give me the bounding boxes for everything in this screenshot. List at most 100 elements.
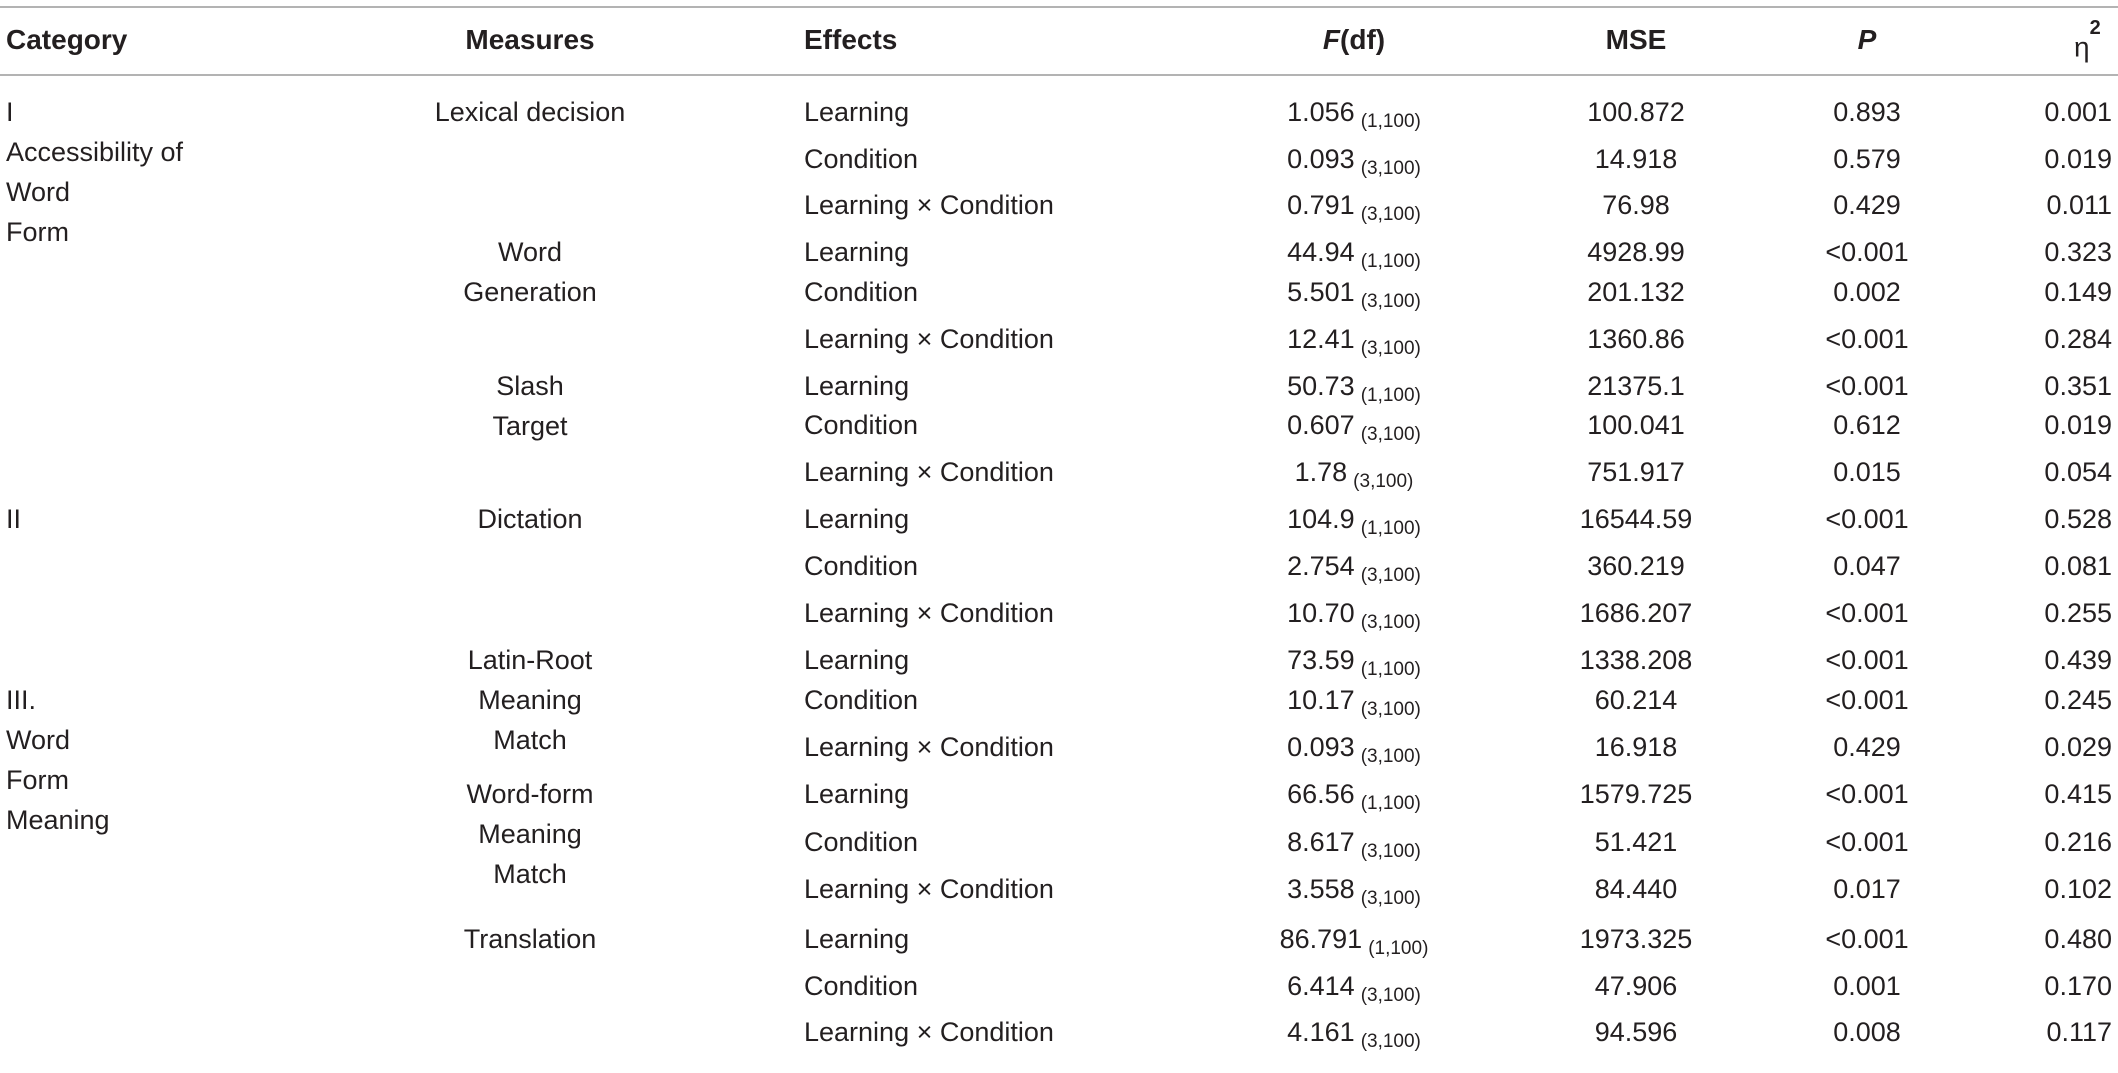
p-value-cell: <0.001 bbox=[1825, 371, 1909, 401]
effect-cell: Learning bbox=[804, 237, 910, 267]
f-value: 10.17 bbox=[1287, 685, 1355, 715]
f-value: 0.093 bbox=[1287, 732, 1355, 762]
measure-label: Generation bbox=[463, 277, 597, 307]
eta-squared-cell: 0.001 bbox=[2044, 97, 2112, 127]
eta-squared-cell: 0.170 bbox=[2044, 971, 2112, 1001]
mse-cell: 21375.1 bbox=[1587, 371, 1685, 401]
mse-cell: 1360.86 bbox=[1587, 324, 1685, 354]
header-f-df: F(df) bbox=[1323, 22, 1385, 58]
f-value: 1.056 bbox=[1287, 97, 1355, 127]
f-value: 12.41 bbox=[1287, 324, 1355, 354]
category-label: Accessibility of bbox=[6, 137, 184, 167]
f-value: 86.791 bbox=[1279, 924, 1363, 954]
measure-label: Word-form bbox=[466, 779, 594, 809]
f-value-cell: 10.17 (3,100) bbox=[1287, 683, 1421, 721]
df-value: (3,100) bbox=[1360, 888, 1421, 909]
eta-squared-cell: 0.054 bbox=[2044, 457, 2112, 487]
df-value: (3,100) bbox=[1353, 471, 1414, 492]
header-f-italic: F bbox=[1322, 24, 1341, 55]
eta-squared-cell: 0.480 bbox=[2044, 924, 2112, 954]
measure-label: Translation bbox=[463, 924, 597, 954]
effect-cell: Learning × Condition bbox=[804, 324, 1054, 354]
measure-label: Match bbox=[493, 859, 567, 889]
p-value-cell: <0.001 bbox=[1825, 924, 1909, 954]
effect-cell: Condition bbox=[804, 827, 919, 857]
eta-squared-cell: 0.415 bbox=[2044, 779, 2112, 809]
eta-squared-cell: 0.019 bbox=[2044, 410, 2112, 440]
eta-squared-cell: 0.323 bbox=[2044, 237, 2112, 267]
eta-squared-cell: 0.102 bbox=[2044, 874, 2112, 904]
f-value-cell: 104.9 (1,100) bbox=[1287, 502, 1421, 540]
mse-cell: 60.214 bbox=[1594, 685, 1678, 715]
eta-squared-cell: 0.245 bbox=[2044, 685, 2112, 715]
df-value: (3,100) bbox=[1360, 291, 1421, 312]
f-value-cell: 1.78 (3,100) bbox=[1295, 455, 1414, 493]
category-label: II bbox=[6, 504, 22, 534]
measure-label: Target bbox=[492, 411, 568, 441]
mse-cell: 4928.99 bbox=[1587, 237, 1685, 267]
f-value: 50.73 bbox=[1287, 371, 1355, 401]
df-value: (3,100) bbox=[1360, 612, 1421, 633]
p-value-cell: 0.008 bbox=[1833, 1017, 1901, 1047]
df-value: (3,100) bbox=[1360, 746, 1421, 767]
f-value-cell: 10.70 (3,100) bbox=[1287, 596, 1421, 634]
p-value-cell: 0.047 bbox=[1833, 551, 1901, 581]
mse-cell: 1686.207 bbox=[1579, 598, 1693, 628]
measure-label: Slash bbox=[496, 371, 564, 401]
f-value-cell: 66.56 (1,100) bbox=[1287, 777, 1421, 815]
p-value-cell: 0.015 bbox=[1833, 457, 1901, 487]
f-value-cell: 0.607 (3,100) bbox=[1287, 408, 1421, 446]
mse-cell: 16544.59 bbox=[1579, 504, 1693, 534]
eta-squared-cell: 0.439 bbox=[2044, 645, 2112, 675]
df-value: (3,100) bbox=[1360, 338, 1421, 359]
mse-cell: 1973.325 bbox=[1579, 924, 1693, 954]
f-value: 1.78 bbox=[1294, 457, 1348, 487]
effect-cell: Learning × Condition bbox=[804, 732, 1054, 762]
df-value: (3,100) bbox=[1360, 699, 1421, 720]
effect-cell: Condition bbox=[804, 277, 919, 307]
measure-label: Lexical decision bbox=[434, 97, 626, 127]
p-value-cell: 0.429 bbox=[1833, 732, 1901, 762]
f-value-cell: 0.093 (3,100) bbox=[1287, 730, 1421, 768]
effect-cell: Condition bbox=[804, 685, 919, 715]
f-value: 73.59 bbox=[1287, 645, 1355, 675]
f-value: 4.161 bbox=[1287, 1017, 1355, 1047]
df-value: (1,100) bbox=[1360, 385, 1421, 406]
f-value-cell: 4.161 (3,100) bbox=[1287, 1015, 1421, 1053]
mse-cell: 360.219 bbox=[1587, 551, 1685, 581]
eta-squared-cell: 0.149 bbox=[2044, 277, 2112, 307]
header-eta-sup: 2 bbox=[2089, 17, 2101, 39]
f-value: 104.9 bbox=[1287, 504, 1355, 534]
eta-squared-cell: 0.117 bbox=[2046, 1017, 2112, 1047]
measure-label: Meaning bbox=[478, 685, 582, 715]
measure-label: Latin-Root bbox=[467, 645, 593, 675]
df-value: (1,100) bbox=[1360, 793, 1421, 814]
category-label: Form bbox=[6, 765, 69, 795]
p-value-cell: 0.429 bbox=[1833, 190, 1901, 220]
mse-cell: 100.872 bbox=[1587, 97, 1685, 127]
mse-cell: 1338.208 bbox=[1579, 645, 1693, 675]
f-value-cell: 1.056 (1,100) bbox=[1287, 95, 1421, 133]
effect-cell: Learning × Condition bbox=[804, 190, 1054, 220]
measure-label: Word bbox=[497, 237, 563, 267]
df-value: (1,100) bbox=[1360, 111, 1421, 132]
df-value: (3,100) bbox=[1360, 204, 1421, 225]
effect-cell: Condition bbox=[804, 410, 919, 440]
eta-squared-cell: 0.255 bbox=[2044, 598, 2112, 628]
mse-cell: 14.918 bbox=[1594, 144, 1678, 174]
df-value: (3,100) bbox=[1360, 424, 1421, 445]
p-value-cell: <0.001 bbox=[1825, 504, 1909, 534]
f-value-cell: 44.94 (1,100) bbox=[1287, 235, 1421, 273]
eta-squared-cell: 0.351 bbox=[2044, 371, 2112, 401]
header-effects: Effects bbox=[804, 24, 898, 55]
header-eta-squared: η2 bbox=[2074, 17, 2101, 65]
measure-label: Dictation bbox=[477, 504, 583, 534]
category-label: I bbox=[6, 97, 14, 127]
category-label: III. bbox=[6, 685, 37, 715]
mse-cell: 94.596 bbox=[1594, 1017, 1678, 1047]
df-value: (1,100) bbox=[1360, 518, 1421, 539]
f-value: 0.607 bbox=[1287, 410, 1355, 440]
header-df: (df) bbox=[1340, 24, 1386, 55]
effect-cell: Learning bbox=[804, 645, 910, 675]
effect-cell: Condition bbox=[804, 551, 919, 581]
